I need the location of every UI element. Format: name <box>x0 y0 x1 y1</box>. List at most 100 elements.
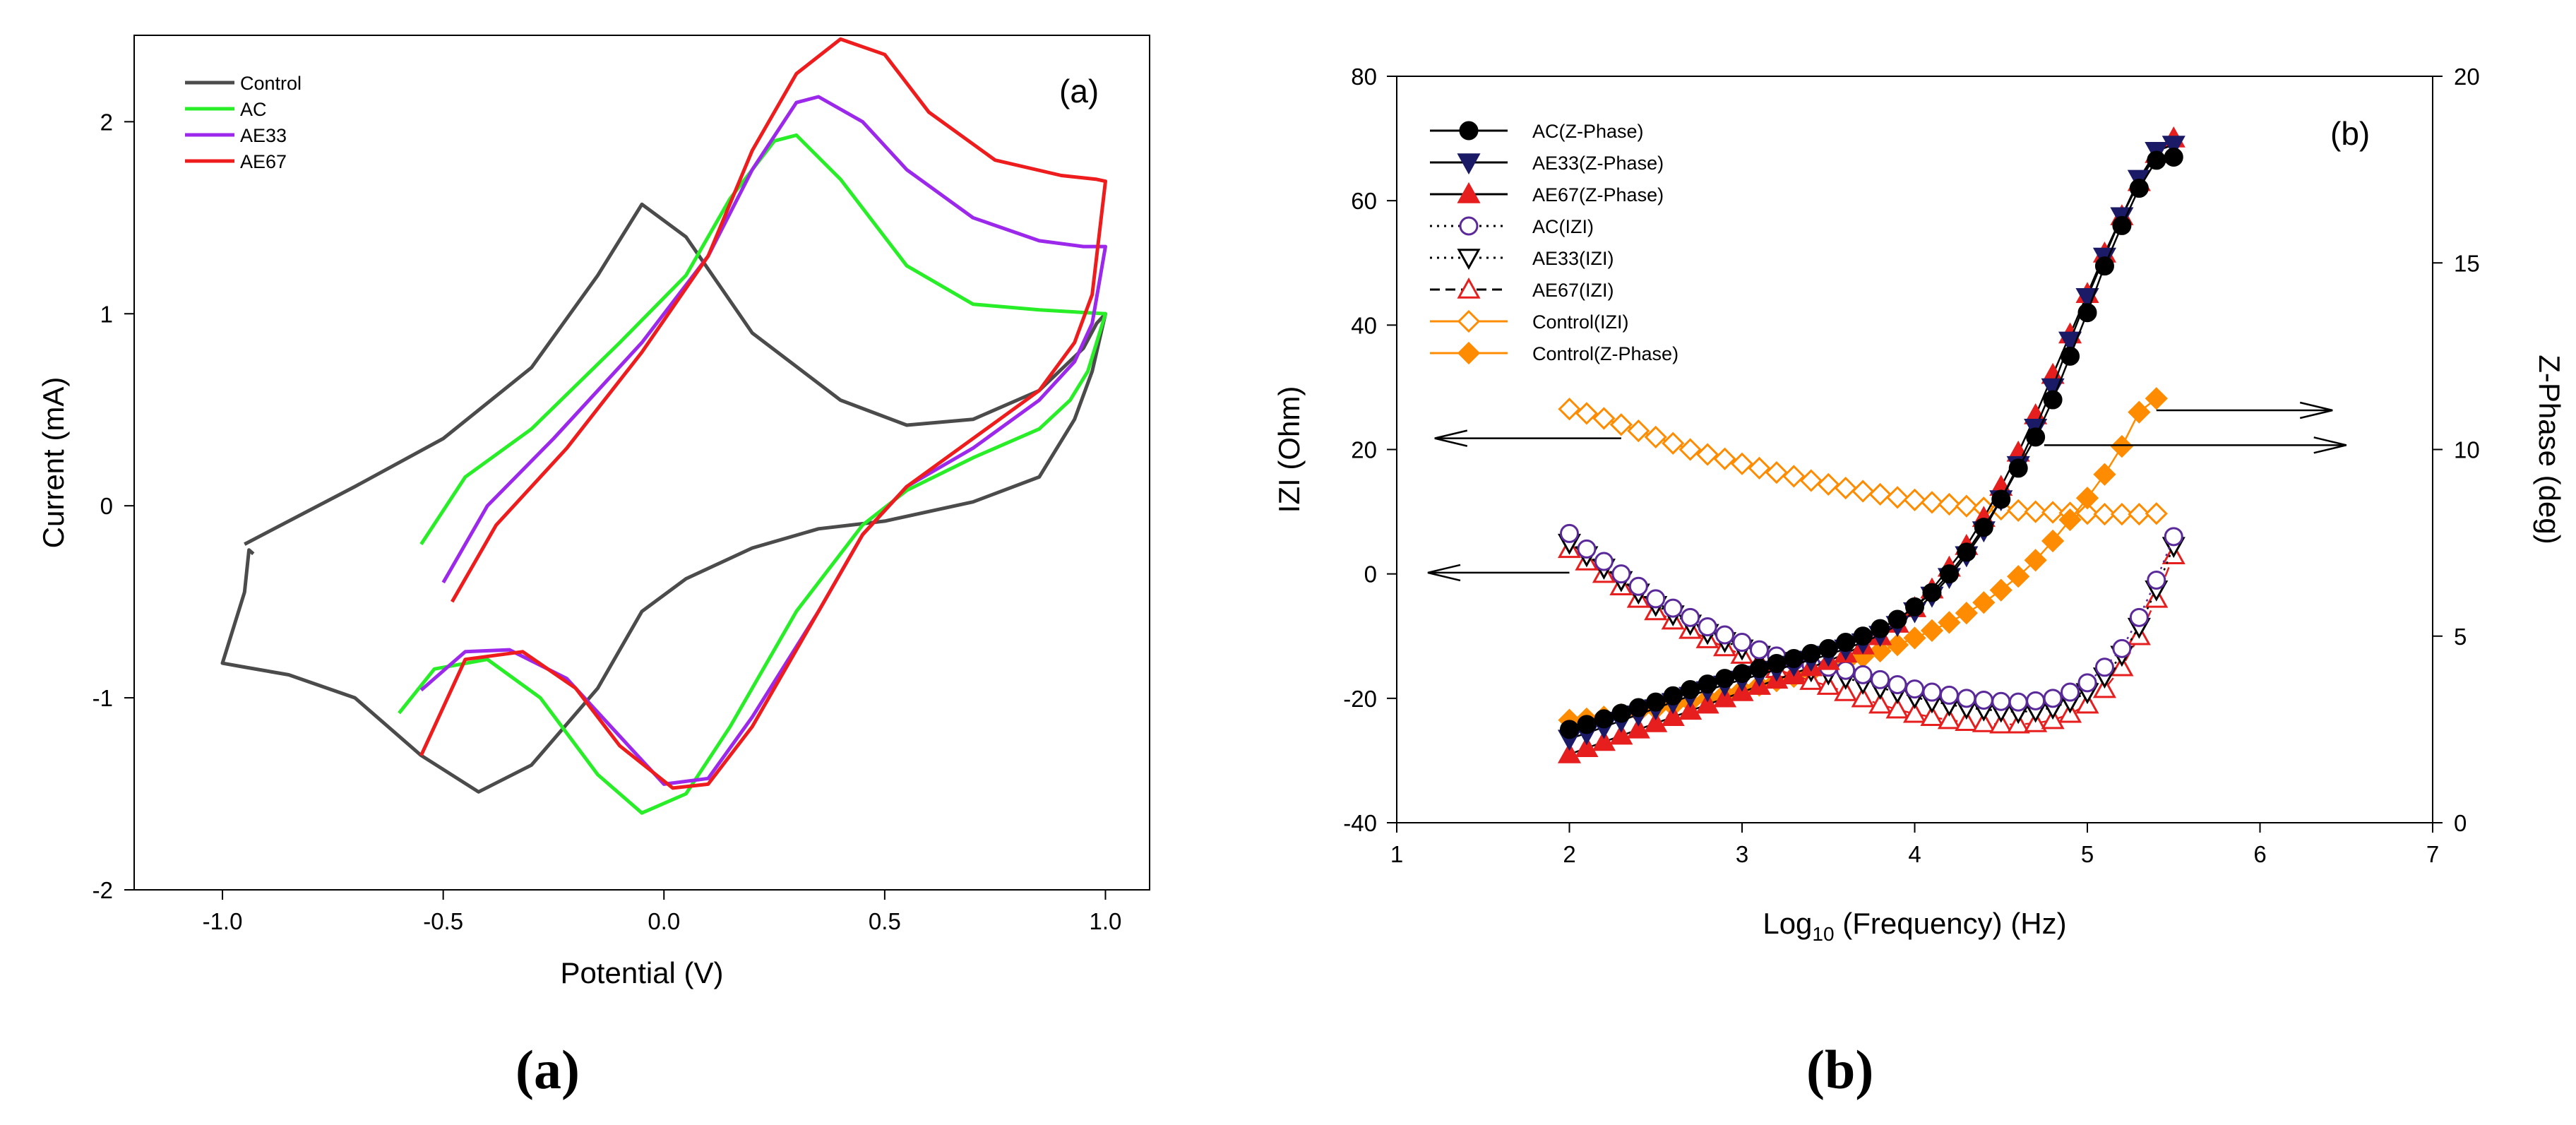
data-point <box>1594 709 1614 729</box>
data-point <box>1868 692 1892 714</box>
data-point <box>2145 387 2168 410</box>
data-point <box>2041 529 2065 553</box>
panel-b-y-ticks: -40 -20 0 20 40 60 80 <box>1343 64 1397 836</box>
legend-label: AE33(Z-Phase) <box>1532 153 1664 174</box>
panel-b-y2-axis-label: Z-Phase (deg) <box>2533 355 2566 544</box>
data-point <box>1939 685 1959 705</box>
data-point <box>1662 431 1685 455</box>
data-point <box>1989 578 2012 602</box>
data-point <box>1920 491 1944 514</box>
legend-label: Control(IZI) <box>1532 311 1629 333</box>
data-point <box>1628 698 1648 718</box>
data-point <box>1905 597 1924 617</box>
data-point <box>1974 690 1993 710</box>
data-point <box>1938 492 1961 516</box>
data-point <box>1957 689 1976 708</box>
data-point <box>1732 633 1752 653</box>
data-point <box>2093 463 2116 486</box>
data-point <box>1853 626 1873 646</box>
series-ae67-izi- <box>1557 537 2186 734</box>
x-tick-label: 2 <box>1563 841 1575 867</box>
data-point <box>1817 472 1840 496</box>
x-tick-label: 7 <box>2426 841 2439 867</box>
x-tick-label: 6 <box>2253 841 2266 867</box>
y-tick-label: -1 <box>93 685 113 711</box>
caption-a: (a) <box>515 1039 580 1100</box>
y2-tick-label: 10 <box>2454 437 2480 463</box>
data-point <box>1609 723 1633 745</box>
data-point <box>2147 150 2166 170</box>
data-point <box>2161 136 2186 157</box>
arrow-left-control-izi <box>1434 429 1621 447</box>
data-point <box>1715 625 1735 645</box>
data-point <box>1851 686 1875 708</box>
y-tick-label: 20 <box>1351 437 1377 463</box>
arrow-right-phase <box>2044 436 2347 454</box>
legend-entry-ac-izi-: AC(IZI) <box>1430 216 1594 237</box>
caption-b-letter: b <box>1824 1039 1856 1100</box>
panel-b-x-axis-label-sub: 10 <box>1812 923 1834 945</box>
x-tick-label: 0.0 <box>648 908 680 934</box>
data-point <box>1611 564 1631 584</box>
data-point <box>1560 720 1579 739</box>
data-point <box>2112 215 2132 235</box>
legend-label-ae67: AE67 <box>240 151 287 172</box>
series-line <box>1569 138 2175 756</box>
x-tick-label: 1 <box>1390 841 1403 867</box>
data-point <box>1611 703 1631 723</box>
data-point <box>1698 674 1717 694</box>
x-tick-label: 4 <box>1908 841 1921 867</box>
series-ac-z-phase- <box>1560 148 2183 739</box>
legend-marker <box>1457 309 1481 333</box>
data-point <box>1627 419 1650 443</box>
legend-label: Control(Z-Phase) <box>1532 343 1678 364</box>
data-point <box>1678 438 1702 461</box>
data-point <box>1698 617 1717 637</box>
data-point <box>1732 664 1752 684</box>
data-point <box>1628 576 1648 596</box>
caption-a-letter: a <box>533 1039 561 1100</box>
data-point <box>2145 502 2168 525</box>
data-point <box>1799 469 1823 492</box>
panel-a-y-axis-label: Current (mA) <box>37 377 70 549</box>
data-point <box>2164 148 2183 167</box>
data-point <box>1663 598 1683 618</box>
panel-a-legend: Control AC AE33 AE67 <box>185 73 302 172</box>
data-point <box>1557 742 1582 763</box>
data-point <box>1957 542 1976 562</box>
panel-b-x-axis-label: Log10 (Frequency) (Hz) <box>1763 907 2066 945</box>
panel-a-plot-frame <box>133 35 1150 891</box>
data-point <box>1955 710 1979 732</box>
data-point <box>1836 660 1856 680</box>
data-point <box>1765 460 1789 484</box>
y-tick-label: 1 <box>100 301 113 327</box>
x-tick-label: 3 <box>1736 841 1748 867</box>
data-point <box>1853 665 1873 684</box>
data-point <box>1646 692 1666 712</box>
panel-b-series-layer <box>1557 126 2186 763</box>
data-point <box>2008 458 2028 478</box>
data-point <box>1937 708 1961 730</box>
data-point <box>1681 680 1700 700</box>
panel-a-tag: (a) <box>1059 73 1099 109</box>
data-point <box>2110 502 2134 526</box>
panel-a-y-ticks: -2 -1 0 1 2 <box>93 109 134 903</box>
legend-label: AE67(Z-Phase) <box>1532 184 1664 206</box>
data-point <box>1577 539 1597 559</box>
data-point <box>1871 669 1890 689</box>
panel-b-legend: AC(Z-Phase) AE33(Z-Phase) AE67(Z-Phase) AC(… <box>1430 121 1678 365</box>
data-point <box>1646 589 1666 609</box>
data-point <box>1885 633 1909 657</box>
arrow-left-izi <box>1427 564 1570 582</box>
data-point <box>2112 638 2132 658</box>
data-point <box>1922 583 1942 602</box>
data-point <box>1663 686 1683 706</box>
data-point <box>1885 697 1909 719</box>
data-point <box>2043 390 2063 410</box>
data-point <box>2094 256 2114 276</box>
panel-a-x-ticks: -1.0 -0.5 0.0 0.5 1.0 <box>203 890 1121 934</box>
data-point <box>2075 487 2099 510</box>
data-point <box>1868 639 1892 663</box>
panel-b-y-axis-label: IZI (Ohm) <box>1272 386 1306 513</box>
data-point <box>2061 682 2080 702</box>
